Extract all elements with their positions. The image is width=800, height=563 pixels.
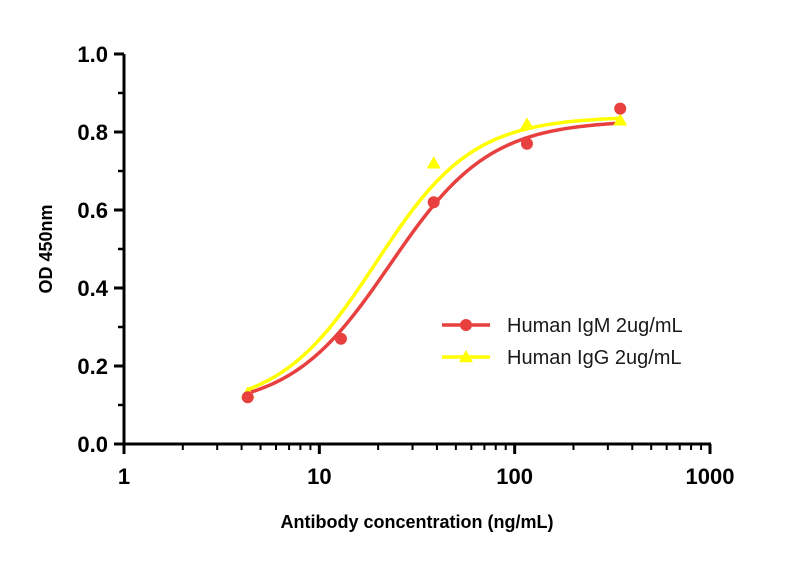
- x-axis-title: Antibody concentration (ng/mL): [281, 512, 554, 532]
- x-tick-label: 100: [496, 464, 533, 489]
- data-point-igm: [241, 391, 254, 404]
- data-point-igg: [519, 117, 534, 130]
- x-tick-label: 1: [118, 464, 130, 489]
- y-tick-label: 0.0: [77, 432, 108, 457]
- data-point-igg: [613, 113, 628, 126]
- data-point-igm: [427, 196, 440, 209]
- data-point-igg: [426, 156, 441, 169]
- data-markers: [240, 102, 628, 404]
- y-tick-label: 0.8: [77, 120, 108, 145]
- x-tick-label: 1000: [686, 464, 735, 489]
- y-axis-title: OD 450nm: [36, 204, 56, 293]
- axes: [114, 52, 712, 454]
- y-tick-label: 0.2: [77, 354, 108, 379]
- legend-marker-igm: [460, 319, 472, 331]
- y-tick-label: 1.0: [77, 42, 108, 67]
- y-tick-label: 0.6: [77, 198, 108, 223]
- data-point-igm: [520, 137, 533, 150]
- legend-marker-igg: [459, 350, 473, 363]
- legend-label-igm: Human IgM 2ug/mL: [507, 315, 683, 337]
- tick-labels: 0.0 0.2 0.4 0.6 0.8 1.0 1 10 100 1000: [77, 42, 734, 489]
- legend: Human IgM 2ug/mL Human IgG 2ug/mL: [442, 315, 683, 369]
- y-tick-label: 0.4: [77, 276, 108, 301]
- data-point-igm: [614, 102, 627, 115]
- data-point-igm: [334, 332, 347, 345]
- x-tick-label: 10: [307, 464, 331, 489]
- fit-curve-igg: [247, 116, 621, 392]
- legend-label-igg: Human IgG 2ug/mL: [507, 347, 682, 369]
